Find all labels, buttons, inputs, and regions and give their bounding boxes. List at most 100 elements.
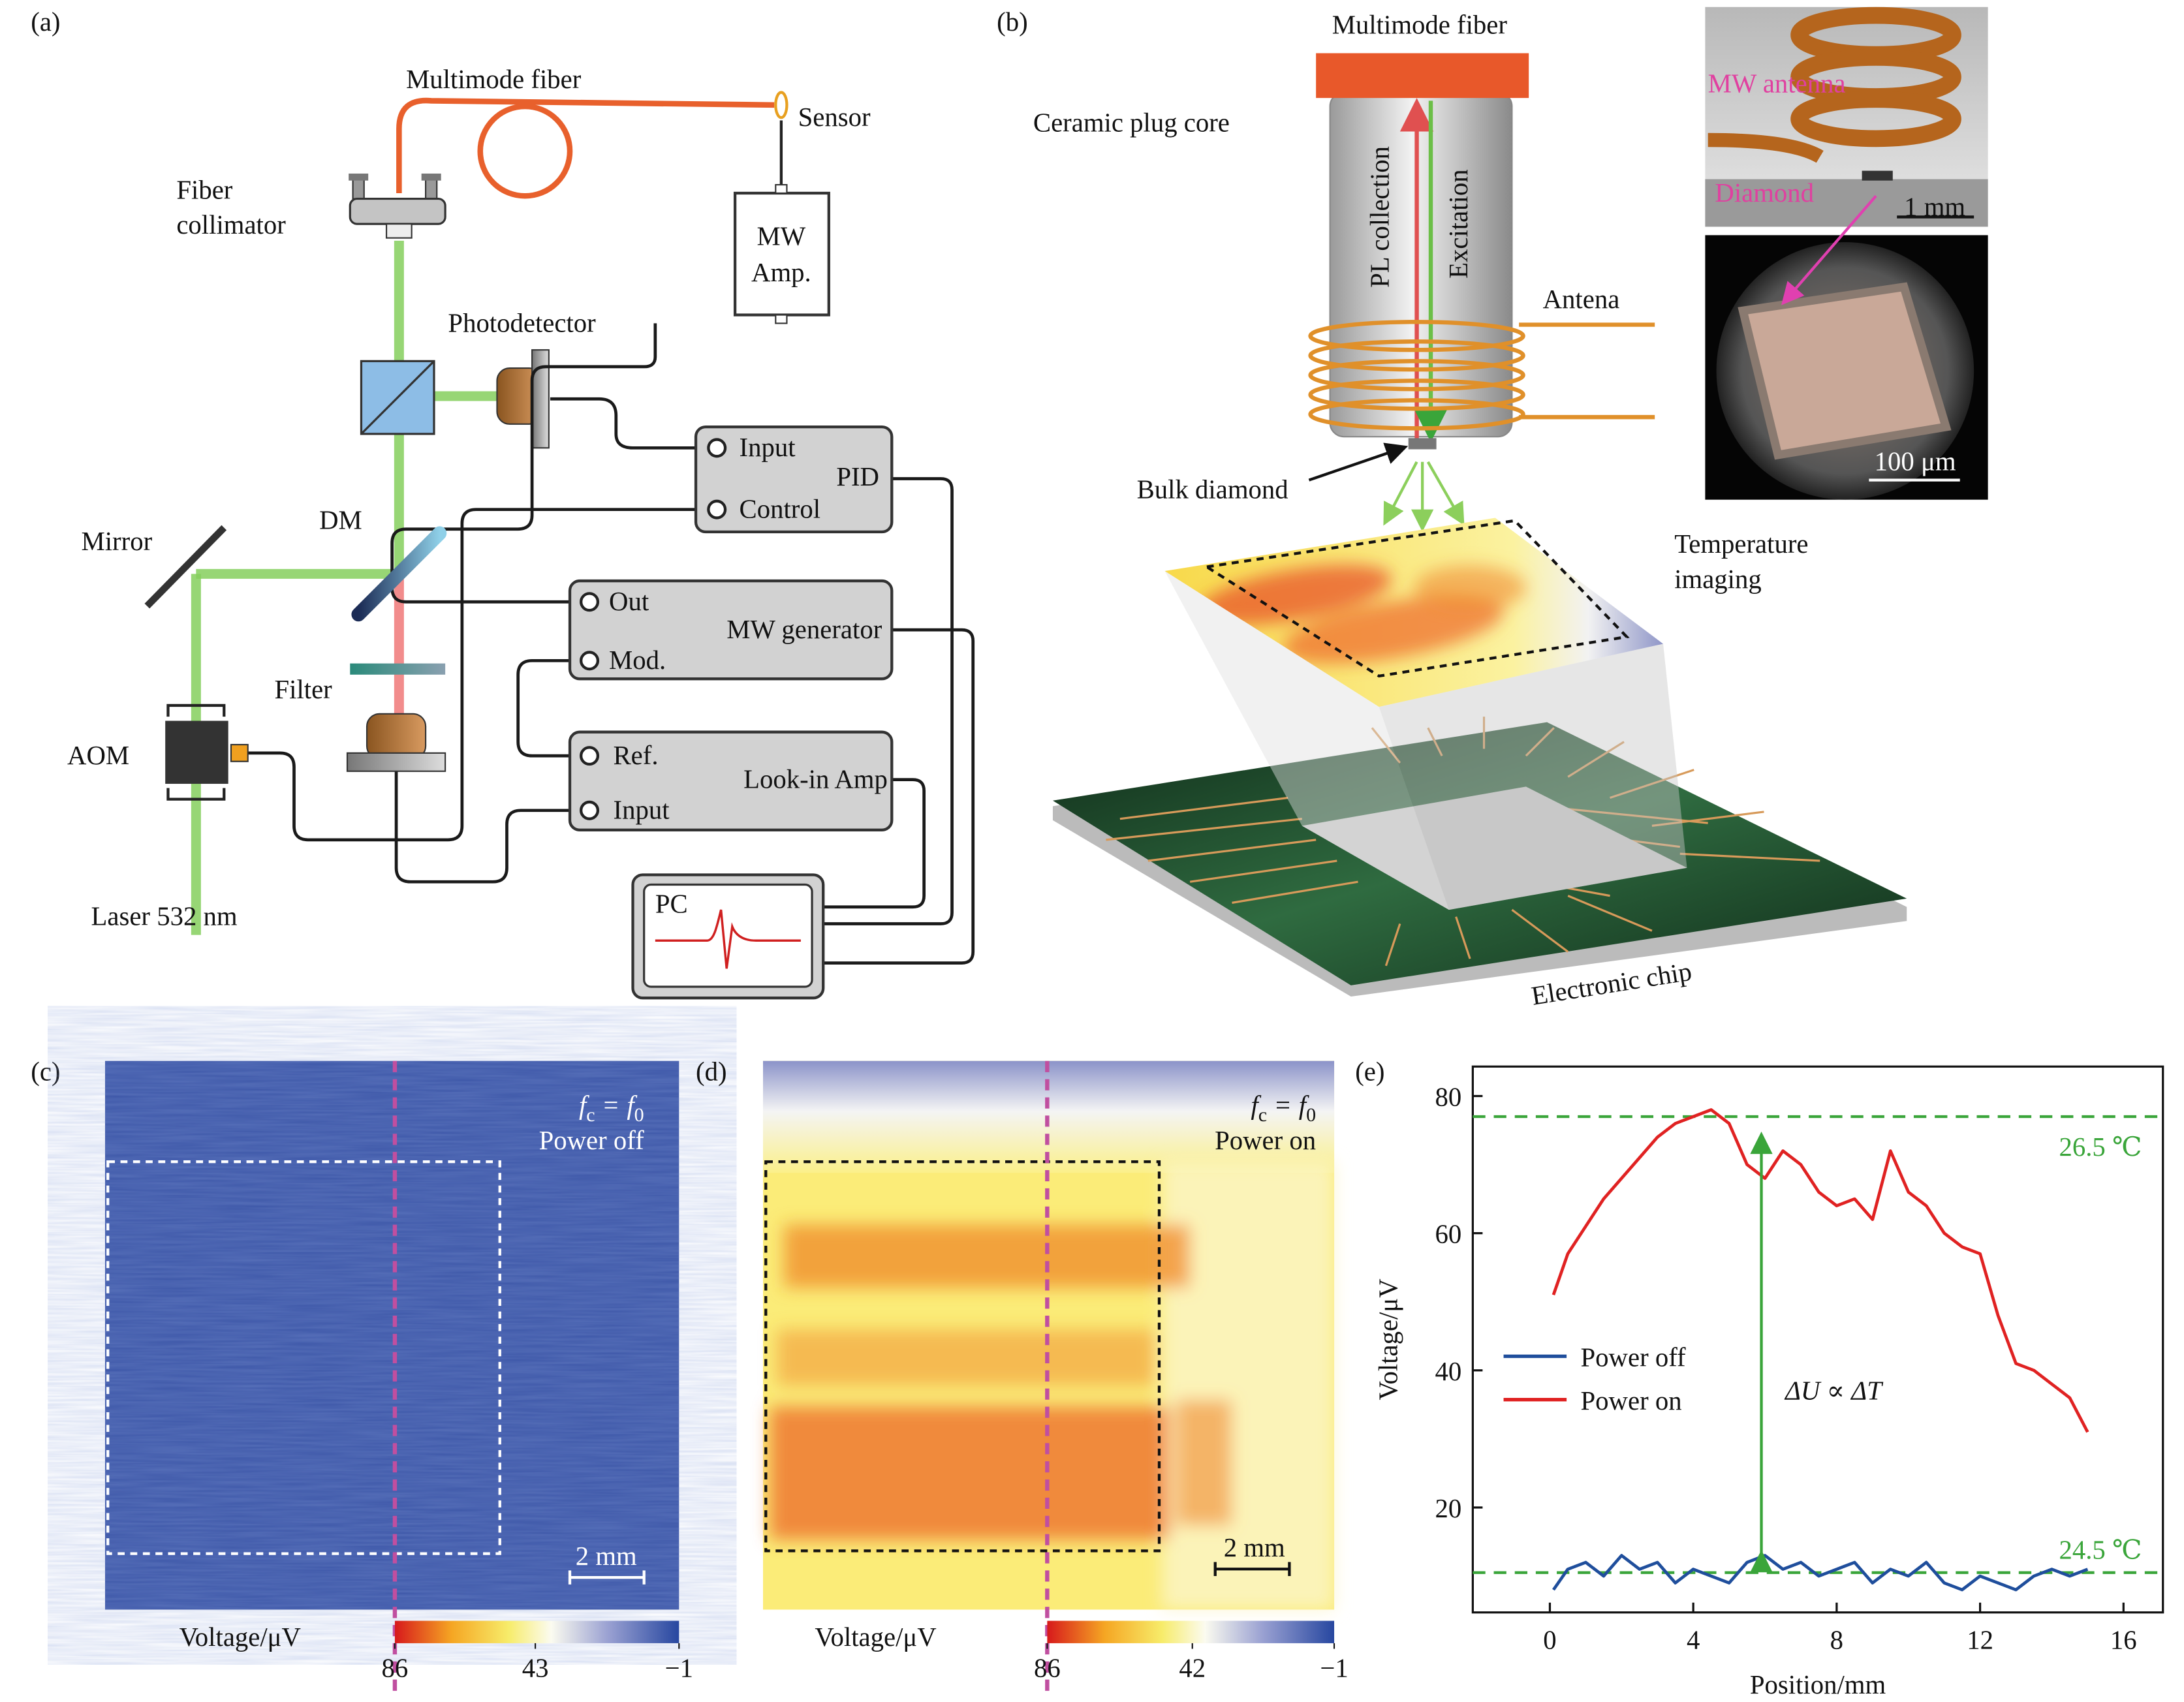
antenna-coil-part	[1308, 379, 1525, 411]
collimator	[349, 173, 446, 239]
temperature-map	[1198, 565, 1526, 664]
reference-label: 26.5 ℃	[2059, 1132, 2142, 1162]
x-tick-label: 0	[1543, 1626, 1556, 1655]
port	[580, 651, 600, 671]
bulk-diamond	[1408, 438, 1437, 450]
emission-arrows-part	[1383, 461, 1418, 526]
panel-label: (b)	[997, 7, 1028, 37]
fiber-label: Multimode fiber	[1332, 10, 1508, 39]
antenna-coil-part	[1308, 339, 1525, 372]
port	[580, 592, 600, 612]
emission-arrows-part	[1426, 461, 1465, 526]
series-line	[1552, 1554, 2089, 1592]
photo-diamond-part	[1738, 282, 1952, 460]
condition: Power on	[1215, 1126, 1316, 1155]
panel-label: (d)	[696, 1057, 727, 1087]
pc-label: PC	[655, 889, 688, 918]
fiber	[396, 97, 775, 193]
panel-label: (a)	[31, 7, 60, 37]
filter	[350, 663, 446, 675]
colorbar-tick-label: −1	[1320, 1653, 1348, 1682]
sensor	[774, 91, 788, 119]
heatmap	[770, 1162, 1335, 1610]
port-label: Out	[609, 587, 649, 616]
antenna-coil-part	[1308, 398, 1525, 431]
scale-label: 2 mm	[576, 1541, 637, 1571]
photo-antenna-part-part	[1790, 91, 1961, 147]
colorbar-label: Voltage/μV	[815, 1622, 936, 1652]
pid-box	[694, 425, 894, 534]
photo-antenna	[1705, 7, 1988, 227]
emission-arrows	[1383, 461, 1465, 532]
pl-label: PL collection	[1365, 146, 1395, 288]
chip	[1052, 717, 1907, 997]
port-label: Mod.	[609, 645, 666, 675]
colorbar-tick-label: 42	[1179, 1653, 1206, 1682]
y-axis-label: Voltage/μV	[1374, 1278, 1403, 1400]
colorbar	[1047, 1620, 1335, 1643]
scale-label: 100 μm	[1875, 447, 1956, 476]
dichroic-mirror	[351, 526, 447, 622]
antenna-coil-part	[1308, 320, 1525, 352]
colorbar-tick-label: 86	[1034, 1653, 1061, 1682]
colorbar-label: Voltage/μV	[179, 1622, 301, 1652]
y-tick-label: 60	[1435, 1220, 1461, 1249]
photo-label: MW antenna	[1708, 69, 1846, 99]
wires-part	[516, 658, 582, 758]
projection	[1379, 643, 1687, 910]
photo-diamond	[1705, 235, 1988, 500]
aom-part	[165, 720, 228, 784]
port	[707, 438, 727, 458]
aom-part	[166, 704, 226, 801]
photodetector-part	[366, 713, 427, 760]
port-label: Control	[740, 495, 821, 524]
roi-box	[1202, 519, 1630, 678]
x-tick-label: 4	[1687, 1626, 1700, 1655]
collimator-part	[352, 178, 365, 200]
heatmap-part	[1162, 1162, 1335, 1610]
aom-label: AOM	[67, 741, 129, 770]
pointer	[1308, 442, 1409, 482]
condition-part: 0	[1306, 1104, 1316, 1126]
annotation: ΔU ∝ ΔT	[1784, 1376, 1884, 1406]
fiber-end	[1316, 53, 1529, 99]
panel-b: (b) Multimode fiber Ceramic plug core PL…	[997, 7, 1988, 1011]
port-label: Input	[740, 433, 796, 462]
pointer	[1781, 194, 1877, 305]
condition-part: c	[586, 1104, 595, 1126]
imaging-label: imaging	[1674, 565, 1762, 594]
photo-label: Diamond	[1715, 178, 1814, 208]
condition: Power off	[539, 1126, 645, 1155]
box-label: MW generator	[726, 615, 882, 644]
panel-label: (c)	[31, 1057, 60, 1087]
mw-generator-box	[568, 579, 894, 681]
photo-antenna-part	[1705, 179, 1988, 227]
photodetector-part	[346, 752, 446, 772]
condition-part: =	[603, 1091, 618, 1120]
colorbar-tick-label: 43	[522, 1653, 549, 1682]
collimator-part	[425, 178, 438, 200]
reference-label: 24.5 ℃	[2059, 1535, 2142, 1564]
temperature-map-part	[1414, 565, 1526, 611]
series-line	[1552, 1108, 2089, 1433]
projection	[1164, 571, 1449, 910]
dm-label: DM	[319, 506, 362, 535]
panel-e: (e) 0 4 8 12 16 20 40 60 80 Position/mm Voltage/μV 2…	[1355, 1057, 2164, 1699]
port-label: Ref.	[614, 741, 659, 770]
photo-antenna-part	[1790, 7, 1961, 147]
wires-part	[241, 508, 709, 842]
laser-label: Laser 532 nm	[91, 902, 238, 931]
box-label: PID	[836, 462, 879, 491]
mw-amp	[733, 191, 830, 317]
heatmap-part	[770, 1406, 1169, 1540]
photodetector-label: Photodetector	[448, 308, 596, 337]
heatmap-part	[1176, 1399, 1232, 1526]
wires-part	[550, 397, 709, 450]
antenna-coil	[1308, 320, 1655, 431]
condition-part: =	[1275, 1091, 1290, 1120]
x-tick-label: 16	[2110, 1626, 2137, 1655]
roi-box	[106, 1160, 501, 1555]
port-label: Input	[614, 796, 670, 825]
excitation-label: Excitation	[1444, 169, 1473, 278]
